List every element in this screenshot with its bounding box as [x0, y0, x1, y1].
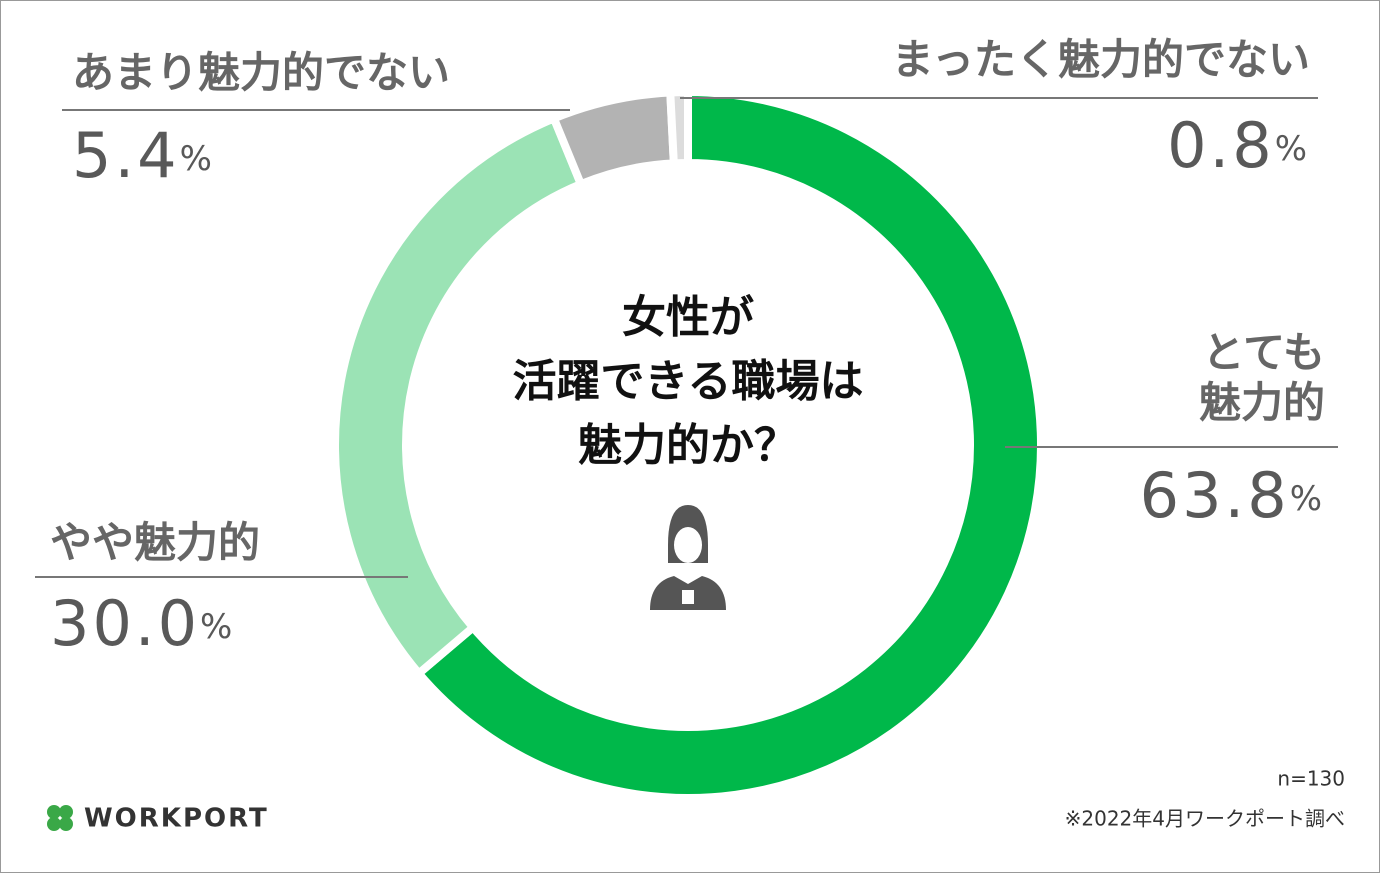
category-label: あまり魅力的でない: [72, 48, 450, 97]
center-title: 女性が活躍できる職場は魅力的か？: [512, 292, 863, 471]
person-icon: [650, 505, 726, 610]
brand-logo: WORKPORT: [47, 804, 269, 834]
donut-slice: [331, 113, 587, 680]
source-note: ※2022年4月ワークポート調べ: [1065, 807, 1345, 831]
value-label: 0.8%: [1167, 109, 1310, 182]
donut-slice: [666, 87, 692, 168]
category-label: とても魅力的: [1199, 328, 1325, 427]
value-label: 30.0%: [50, 587, 235, 660]
sample-size: n=130: [1277, 767, 1345, 791]
brand-name: WORKPORT: [84, 804, 269, 834]
donut: [331, 87, 1045, 802]
donut-slice: [413, 87, 1045, 802]
value-label: 5.4%: [72, 119, 215, 192]
value-label: 63.8%: [1140, 459, 1325, 532]
category-label: やや魅力的: [50, 518, 260, 567]
category-label: まったく魅力的でない: [892, 35, 1310, 84]
